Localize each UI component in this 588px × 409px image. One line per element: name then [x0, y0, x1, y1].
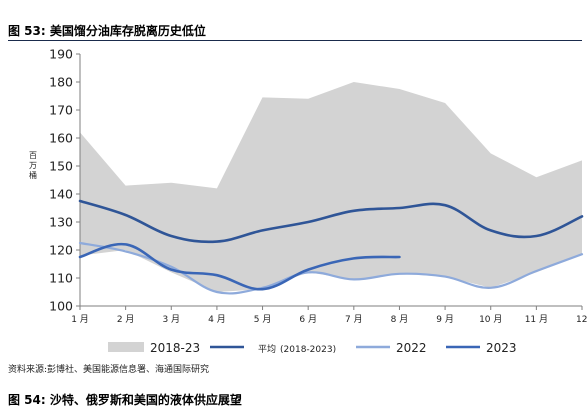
x-tick-label: 3 月: [162, 314, 180, 325]
legend-label-average: 平均 (2018-2023): [258, 343, 336, 355]
axes-layer: 100 110 120 130 140 150 160 170 180 190 1 月 2 月 3 月 4…: [29, 47, 588, 326]
legend-label-2023: 2023: [486, 341, 517, 355]
y-tick-label: 140: [49, 187, 73, 202]
y-tick-label: 150: [49, 159, 73, 174]
series-2023-line: [78, 242, 401, 291]
legend-label-range: 2018-23: [150, 341, 200, 355]
x-tick-label: 8 月: [391, 314, 409, 325]
x-tick-label: 2 月: [117, 314, 135, 325]
y-tick-label: 170: [49, 103, 73, 118]
source-note: 资料来源:彭博社、美国能源信息署、海通国际研究: [8, 365, 210, 375]
title-rule: [8, 40, 582, 41]
x-tick-label: 5 月: [254, 314, 272, 325]
next-figure-title: 图 54: 沙特、俄罗斯和美国的液体供应展望: [8, 393, 242, 407]
x-tick-label: 1 月: [71, 314, 89, 325]
y-tick-label: 160: [49, 131, 73, 146]
band-layer: [80, 82, 582, 292]
legend-swatch-range: [108, 342, 144, 352]
y-tick-label: 180: [49, 75, 73, 90]
x-tick-label: 11 月: [525, 314, 548, 325]
legend: 2018-23 平均 (2018-2023) 2022 2023: [108, 341, 517, 355]
lines-layer: [78, 199, 584, 295]
x-tick-label: 10 月: [479, 314, 502, 325]
y-tick-label: 130: [49, 215, 73, 230]
y-tick-label: 120: [49, 243, 73, 258]
x-tick-label: 9 月: [436, 314, 454, 325]
x-tick-label: 7 月: [345, 314, 363, 325]
y-axis-label: 百万桶: [29, 151, 37, 180]
series-平均-line: [78, 199, 584, 244]
x-tick-label: 4 月: [208, 314, 226, 325]
x-tick-label: 6 月: [299, 314, 317, 325]
y-tick-label: 190: [49, 47, 73, 62]
y-tick-label: 110: [49, 271, 73, 286]
range-band-area: [80, 82, 582, 292]
series-2022-line: [78, 241, 584, 295]
legend-label-2022: 2022: [396, 341, 427, 355]
x-tick-label: 12 月: [576, 314, 588, 325]
figure-title: 图 53: 美国馏分油库存脱离历史低位: [8, 24, 206, 38]
y-tick-label: 100: [49, 299, 73, 314]
